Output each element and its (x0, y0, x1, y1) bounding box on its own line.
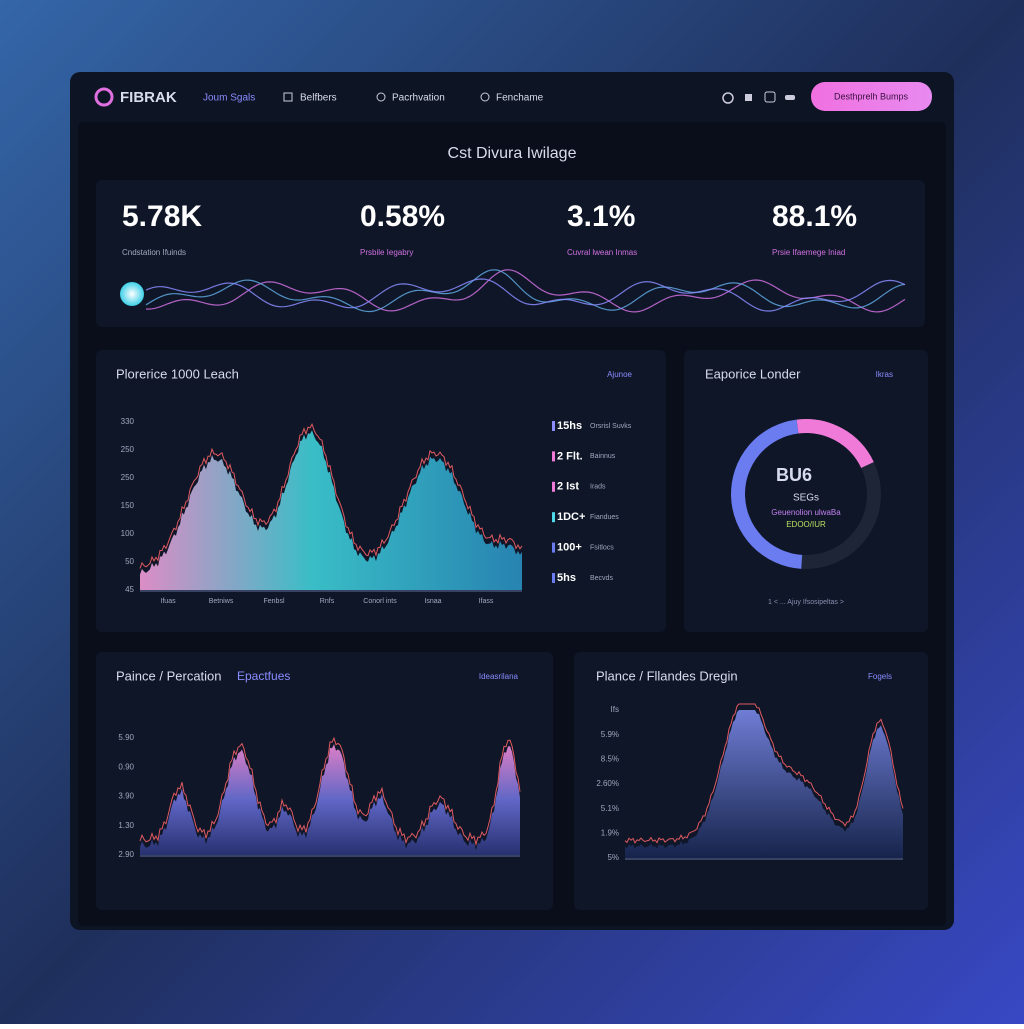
x-tick-label: Fenbsl (263, 598, 284, 605)
legend-value: 100+ (557, 542, 582, 554)
kpi-label: Cuvral lwean Inmas (567, 248, 637, 257)
kpi-wave (145, 269, 906, 313)
panel-link[interactable]: Fogels (868, 672, 892, 681)
logo-icon (94, 87, 114, 107)
x-tick-label: Conorl ints (363, 598, 397, 605)
legend-label: Fsitlocs (590, 544, 614, 551)
panel (684, 350, 928, 632)
kpi-value: 5.78K (122, 200, 202, 233)
legend-label: Fiandues (590, 514, 619, 521)
x-tick-label: Ifass (479, 598, 494, 605)
kpi-label: Prsie Ifaemege Iniad (772, 248, 845, 257)
y-tick-label: 2.90 (118, 850, 134, 859)
y-tick-label: 1.9% (601, 828, 619, 837)
y-tick-label: 5.9% (601, 730, 619, 739)
donut-note: EDOO/IUR (786, 520, 826, 529)
icon-button[interactable] (764, 91, 776, 103)
y-tick-label: 250 (121, 473, 135, 482)
chart-outline (139, 736, 521, 847)
panel-link[interactable]: Ikras (876, 370, 893, 379)
panel-title: Eaporice Londer (705, 366, 801, 381)
page-title: Cst Divura Iwilage (448, 145, 577, 162)
panel-link[interactable]: Ideasrilana (479, 672, 519, 681)
x-tick-label: Betniws (209, 598, 234, 605)
kpi-wave (145, 269, 906, 313)
legend-label: Irads (590, 484, 606, 491)
logo: FIBRAK (120, 89, 177, 106)
x-tick-label: Ifuas (160, 598, 176, 605)
primary-button[interactable] (811, 82, 932, 111)
nav-link[interactable]: Joum Sgals (203, 93, 255, 104)
panel-title: Paince / Percation (116, 668, 222, 683)
y-tick-label: 45 (125, 585, 134, 594)
donut-center: BU6 (776, 465, 812, 485)
nav-icon (376, 92, 386, 102)
icon-button[interactable] (722, 92, 734, 104)
pager[interactable]: 1 < ... Ajuy Ifsosipeltas > (768, 599, 844, 606)
legend-swatch (552, 451, 555, 462)
kpi-value: 3.1% (567, 200, 635, 233)
donut-caption: Geuenolion ulwaBa (771, 508, 841, 517)
legend-value: 2 Flt. (557, 450, 583, 462)
kpi-label: Prsbile Iegabry (360, 248, 413, 257)
y-tick-label: 330 (121, 417, 135, 426)
panel-subtitle: Epactfues (237, 669, 290, 683)
panel-link[interactable]: Ajunoe (607, 370, 632, 379)
donut-segment (801, 462, 881, 569)
y-tick-label: 2.60% (596, 779, 619, 788)
y-tick-label: 150 (121, 501, 135, 510)
button-label[interactable]: Desthprelh Bumps (834, 91, 909, 101)
legend-value: 1DC+ (557, 511, 585, 523)
icon-button[interactable] (785, 95, 795, 100)
chart-outline (624, 703, 904, 844)
legend-value: 15hs (557, 420, 582, 432)
legend-swatch (552, 573, 555, 583)
chart-area (140, 744, 520, 855)
icon-button[interactable] (745, 94, 752, 101)
chart-area (625, 710, 903, 858)
legend-swatch (552, 421, 555, 431)
panel-title: Plorerice 1000 Leach (116, 366, 239, 381)
legend-swatch (552, 512, 555, 523)
x-tick-label: Isnaa (424, 598, 441, 605)
kpi-panel (96, 180, 925, 327)
y-tick-label: 250 (121, 445, 135, 454)
y-tick-label: 5% (607, 853, 619, 862)
y-tick-label: 0.90 (118, 762, 134, 771)
donut-sub: SEGs (793, 493, 819, 504)
legend-value: 5hs (557, 572, 576, 584)
nav-link[interactable]: Fenchame (496, 93, 544, 104)
kpi-value: 88.1% (772, 200, 857, 233)
legend-label: Bainnus (590, 453, 616, 460)
nav-link[interactable]: Pacrhvation (392, 93, 445, 104)
y-tick-label: 5.90 (118, 733, 134, 742)
y-tick-label: Ifs (611, 705, 619, 714)
legend-swatch (552, 542, 555, 553)
y-tick-label: 8.5% (601, 754, 619, 763)
kpi-value: 0.58% (360, 200, 445, 233)
panel-title: Plance / Fllandes Dregin (596, 668, 738, 683)
chart-outline (139, 422, 523, 569)
donut-segment (796, 419, 874, 469)
y-tick-label: 1.30 (118, 821, 134, 830)
orb (120, 282, 144, 306)
legend-label: Becvds (590, 575, 613, 582)
nav-icon (283, 92, 293, 102)
y-tick-label: 3.90 (118, 792, 134, 801)
legend-value: 2 Ist (557, 481, 579, 493)
legend-label: Orsrisl Suvks (590, 423, 632, 430)
donut-segment (731, 419, 803, 569)
y-tick-label: 5.1% (601, 804, 619, 813)
y-tick-label: 50 (125, 557, 134, 566)
nav-icon (480, 92, 490, 102)
kpi-wave (145, 278, 906, 312)
legend-swatch (552, 481, 555, 492)
nav-link[interactable]: Belfbers (300, 93, 337, 104)
kpi-label: Cndstation Ifuinds (122, 248, 186, 257)
y-tick-label: 100 (121, 529, 135, 538)
x-tick-label: Rnfs (320, 598, 335, 605)
chart-area (140, 430, 522, 590)
